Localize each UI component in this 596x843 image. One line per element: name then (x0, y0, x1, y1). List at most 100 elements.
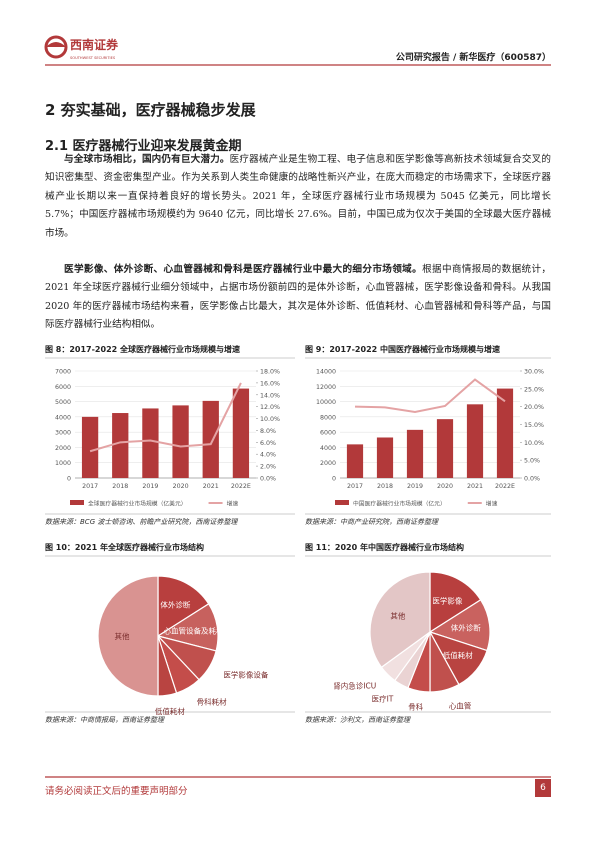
y-tick-label: 5000 (55, 399, 71, 406)
slice-label: 心血管设备及耗材 (164, 625, 224, 635)
header-title: 公司研究报告 / 新华医疗（600587） (395, 53, 551, 63)
y2-tick-label: 25.0% (524, 386, 544, 393)
y2-tick-label: 2.0% (260, 464, 276, 471)
y-tick-label: 10000 (316, 399, 336, 406)
subsection-title: 2.1 医疗器械行业迎来发展黄金期 (45, 139, 242, 154)
slice-label: 体外诊断 (451, 622, 481, 632)
x-tick-label: 2020 (173, 483, 189, 490)
x-tick-label: 2021 (203, 483, 219, 490)
figure-title: 图 11：2020 年中国医疗器械行业市场结构 (305, 542, 464, 552)
y-tick-label: 1000 (55, 460, 71, 467)
y-tick-label: 4000 (320, 445, 336, 452)
x-tick-label: 2018 (112, 483, 128, 490)
slice-label: 骨科耗材 (197, 696, 227, 706)
x-tick-label: 2022E (231, 483, 251, 490)
y2-tick-label: 5.0% (524, 458, 540, 465)
y-tick-label: 12000 (316, 384, 336, 391)
bar (436, 419, 454, 478)
y-tick-label: 3000 (55, 430, 71, 437)
slice-label: 骨科 (408, 702, 423, 712)
y-tick-label: 6000 (320, 430, 336, 437)
figure-source: 数据来源：沙利文，西南证券整理 (305, 716, 411, 724)
y-tick-label: 7000 (55, 369, 71, 376)
x-tick-label: 2017 (347, 483, 363, 490)
y2-tick-label: 30.0% (524, 369, 544, 376)
paragraph: 医学影像、体外诊断、心血管器械和骨科是医疗器械行业中最大的细分市场领域。根据中商… (45, 261, 551, 335)
y2-tick-label: 10.0% (524, 440, 544, 447)
bar (406, 429, 424, 478)
y-tick-label: 8000 (320, 414, 336, 421)
pie-slice (369, 571, 431, 669)
figure-source: 数据来源：中商产业研究院，西南证券整理 (305, 518, 439, 526)
x-tick-label: 2020 (437, 483, 453, 490)
slice-label: 其他 (390, 611, 405, 621)
x-tick-label: 2019 (407, 483, 423, 490)
figure-source: 数据来源：BCG 波士顿咨询、前瞻产业研究院，西南证券整理 (45, 518, 238, 526)
y2-tick-label: 4.0% (260, 452, 276, 459)
slice-label: 医疗IT (372, 694, 394, 704)
y-tick-label: 14000 (316, 369, 336, 376)
figure-title: 图 8：2017-2022 全球医疗器械行业市场规模与增速 (45, 344, 240, 354)
slice-label: 低值耗材 (443, 650, 473, 660)
y2-tick-label: 16.0% (260, 380, 280, 387)
y-tick-label: 6000 (55, 384, 71, 391)
y-tick-label: 0 (332, 476, 336, 483)
slice-label: 心血管 (449, 701, 472, 711)
y2-tick-label: 0.0% (524, 476, 540, 483)
logo-subtext: SOUTHWEST SECURITIES (70, 56, 116, 60)
pie-slice (429, 571, 482, 634)
bar (112, 413, 129, 478)
x-tick-label: 2017 (82, 483, 98, 490)
figure-title: 图 9：2017-2022 中国医疗器械行业市场规模与增速 (305, 344, 500, 354)
y2-tick-label: 6.0% (260, 440, 276, 447)
figure-title: 图 10：2021 年全球医疗器械行业市场结构 (45, 542, 204, 552)
bar (142, 408, 159, 478)
pie-slice (428, 599, 491, 652)
x-tick-label: 2022E (495, 483, 515, 490)
y2-tick-label: 18.0% (260, 369, 280, 376)
legend-label: 增速 (227, 500, 239, 508)
logo-text: 西南证券 (70, 37, 119, 52)
y2-tick-label: 20.0% (524, 404, 544, 411)
slice-label: 低值耗材 (155, 706, 185, 716)
growth-line (89, 382, 242, 453)
legend-label: 增速 (486, 500, 498, 508)
slice-label: 体外诊断 (160, 599, 190, 609)
y2-tick-label: 8.0% (260, 428, 276, 435)
legend-label: 中国医疗器械行业市场规模（亿元） (353, 500, 446, 508)
y2-tick-label: 10.0% (260, 416, 280, 423)
paragraph-lead: 医学影像、体外诊断、心血管器械和骨科是医疗器械行业中最大的细分市场领域。 (64, 264, 423, 275)
legend-swatch (335, 500, 349, 505)
growth-line (354, 378, 506, 414)
bar (232, 388, 250, 478)
bar (346, 444, 364, 478)
bar (376, 437, 394, 478)
bar (202, 400, 219, 478)
slice-label: 医学影像设备 (223, 670, 268, 680)
bar (81, 416, 99, 478)
bar (466, 404, 484, 478)
section-title: 2 夯实基础，医疗器械稳步发展 (45, 101, 256, 119)
slice-label: 医学影像 (432, 595, 462, 605)
page-number: 6 (535, 779, 551, 797)
y-tick-label: 2000 (55, 445, 71, 452)
y2-tick-label: 15.0% (524, 422, 544, 429)
legend-swatch (70, 500, 84, 505)
x-tick-label: 2018 (377, 483, 393, 490)
legend-label: 全球医疗器械行业市场规模（亿美元） (88, 500, 187, 508)
pie-slice (97, 575, 159, 697)
y-tick-label: 2000 (320, 460, 336, 467)
x-tick-label: 2021 (467, 483, 483, 490)
y-tick-label: 4000 (55, 414, 71, 421)
bar (172, 405, 189, 478)
y-tick-label: 0 (67, 476, 71, 483)
y2-tick-label: 12.0% (260, 404, 280, 411)
figure-source: 数据来源：中商情报局，西南证券整理 (45, 716, 165, 724)
logo-icon (46, 42, 66, 47)
paragraph-lead: 与全球市场相比，国内仍有巨大潜力。 (64, 154, 230, 165)
footer-note: 请务必阅读正文后的重要声明部分 (45, 786, 188, 797)
y2-tick-label: 0.0% (260, 476, 276, 483)
x-tick-label: 2019 (142, 483, 158, 490)
